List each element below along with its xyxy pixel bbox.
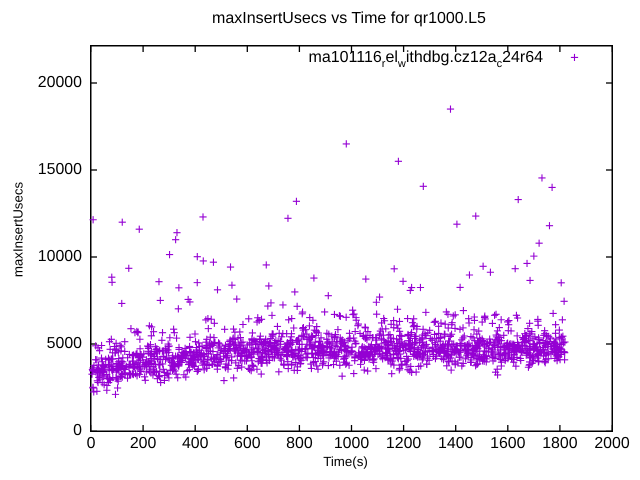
svg-text:5000: 5000 [47, 335, 83, 352]
svg-text:400: 400 [182, 435, 209, 452]
svg-text:1800: 1800 [542, 435, 578, 452]
svg-text:20000: 20000 [38, 74, 82, 91]
svg-text:0: 0 [87, 435, 96, 452]
svg-text:800: 800 [286, 435, 313, 452]
svg-text:10000: 10000 [38, 248, 82, 265]
svg-text:2000: 2000 [594, 435, 630, 452]
svg-text:0: 0 [73, 422, 82, 439]
svg-text:200: 200 [130, 435, 157, 452]
svg-text:1400: 1400 [438, 435, 474, 452]
svg-text:1600: 1600 [490, 435, 526, 452]
svg-text:ma101116relwithdbg.cz12ac24r64: ma101116relwithdbg.cz12ac24r64 [309, 49, 544, 70]
svg-text:1000: 1000 [334, 435, 370, 452]
svg-text:600: 600 [234, 435, 261, 452]
svg-text:15000: 15000 [38, 161, 82, 178]
svg-text:1200: 1200 [386, 435, 422, 452]
